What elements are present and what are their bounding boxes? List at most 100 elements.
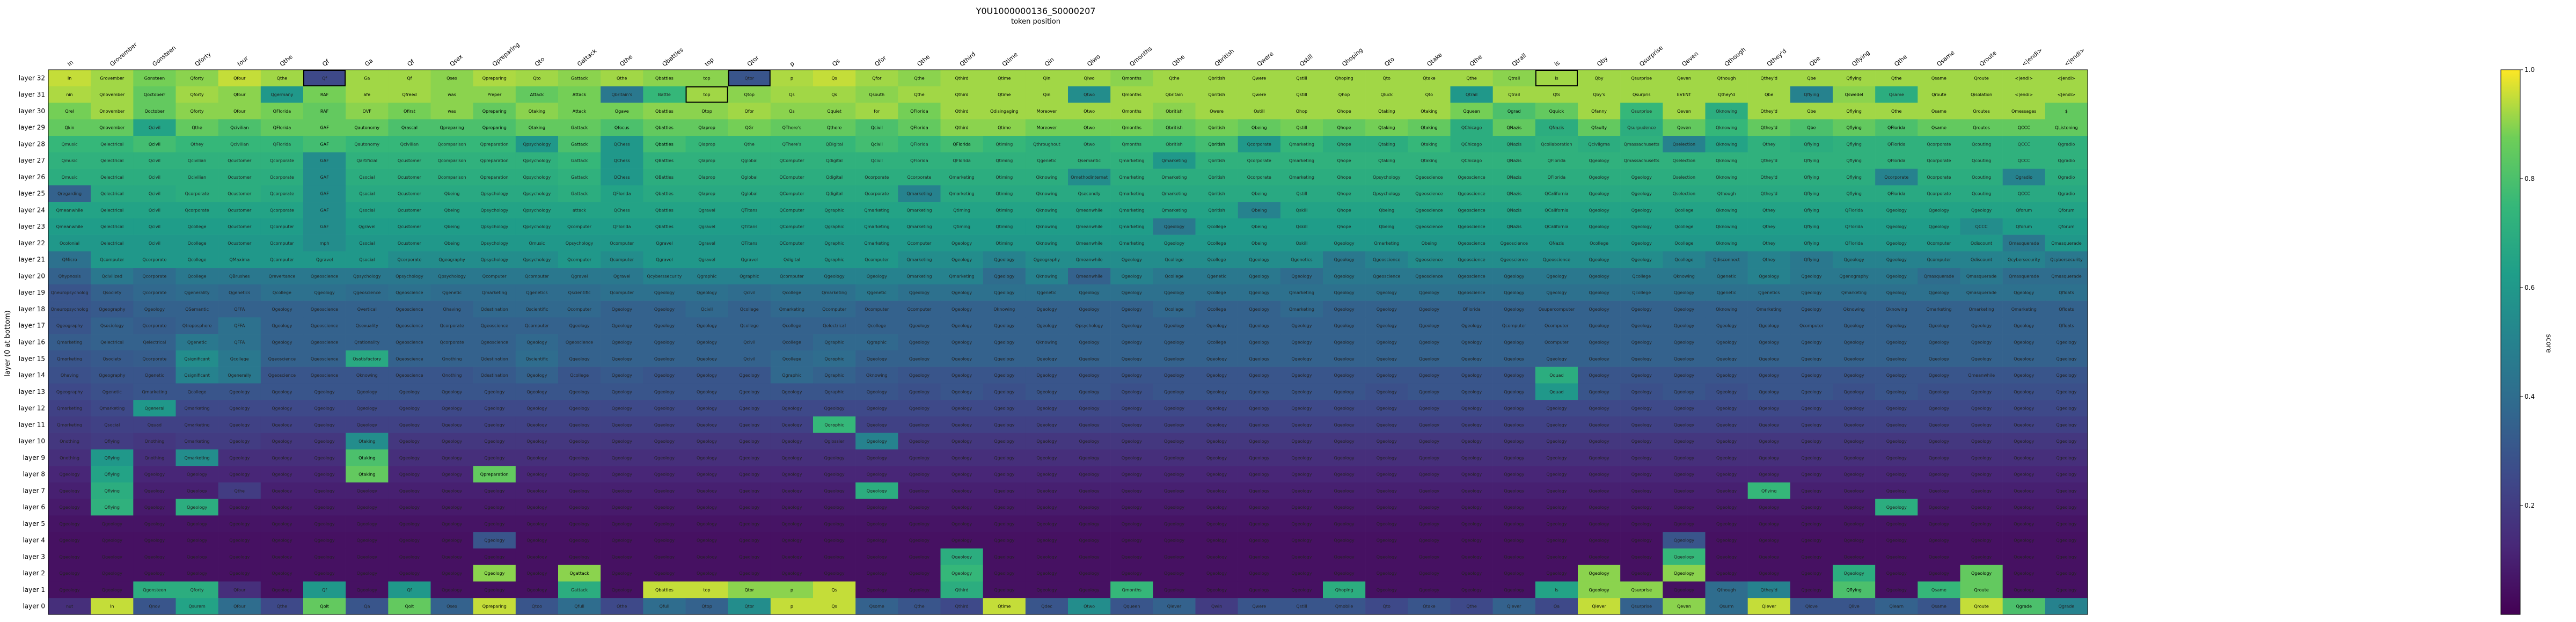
cell-label: Qgeology [1801,439,1821,444]
y-tick-label: layer 15 [19,355,45,362]
cell-label: Qtime [998,76,1011,81]
heatmap-cell [728,103,771,120]
cell-label: Qgeology [867,406,887,411]
cell-label: Qf [407,76,412,81]
cell-label: Qgeology [1929,208,1949,213]
cell-label: Qmarketing [906,192,932,196]
heatmap-cell [1450,284,1493,301]
cell-label: Qgeology [1164,390,1184,394]
cell-label: Qscientific [525,356,548,361]
cell-label: Qto [1425,92,1433,97]
heatmap-cell [1790,103,1833,120]
cell-label: Qgravel [741,258,758,262]
cell-label: Qmarketing [906,224,932,229]
cell-label: Qgeology [1249,588,1269,592]
cell-label: Qgeoscience [396,340,423,345]
cell-label: Qgeology [60,538,80,543]
heatmap-cell [218,515,261,532]
cell-label: Qgeoscience [481,324,508,328]
cell-label: Gattack [571,126,588,130]
heatmap-cell [260,482,304,499]
cell-label: Qgeology [1377,554,1397,559]
cell-label: QDigital [825,142,843,147]
heatmap-cell [940,565,983,582]
heatmap-cell [1918,235,1960,252]
cell-label: Qgeology [1206,406,1227,411]
heatmap-cell [643,251,686,268]
cell-label: Qsouth [869,92,884,97]
cell-label: Qgeology [1291,456,1312,460]
heatmap-cell [685,532,728,549]
cell-label: QBrushes [229,274,250,279]
cell-label: Qgeology [1164,538,1184,543]
heatmap-cell [303,251,346,268]
cell-label: Qcouting [1972,192,1991,196]
cell-label: Qsupercomputer [1539,307,1575,312]
cell-label: Qgeology [1929,456,1949,460]
cell-label: Qgeology [272,439,292,444]
cell-label: Gattack [571,588,588,592]
cell-label: QNazis [1506,126,1521,130]
cell-label: Qgeology [1844,456,1864,460]
cell-label: Qgermany [270,92,293,97]
heatmap-cell [1238,103,1281,120]
heatmap-cell [346,581,389,598]
cell-label: Qgeoscience [268,356,296,361]
heatmap-cell [558,350,601,367]
heatmap-cell [1535,383,1578,400]
cell-label: is [1555,76,1558,81]
heatmap-cell [940,268,983,285]
heatmap-cell [685,301,728,318]
heatmap-cell [175,565,218,582]
heatmap-cell [1918,598,1960,615]
heatmap-cell [1153,251,1196,268]
cell-label: Qs [831,588,837,592]
cell-label: Qmonths [1122,109,1141,114]
heatmap-cell [175,202,218,219]
heatmap-cell [813,350,856,367]
cell-label: Qcomputer [567,224,592,229]
cell-label: <|endi> [2015,92,2033,97]
heatmap-cell [1365,136,1408,153]
heatmap-cell [218,284,261,301]
cell-label: Qgeology [569,488,590,493]
cell-label: Qgravel [358,224,375,229]
heatmap-cell [1747,119,1791,136]
cell-label: Qrevertance [269,274,296,279]
heatmap-cell [855,433,898,450]
heatmap-cell [1238,301,1281,318]
cell-label: Qmasquerade [2051,274,2082,279]
heatmap-cell [1790,202,1833,219]
cell-label: Qgeology [1929,571,1949,576]
heatmap-cell [2045,334,2088,351]
heatmap-cell [515,185,559,202]
cell-label: Qgeology [1504,439,1524,444]
cell-label: Qgeology [1036,522,1057,526]
cell-label: Qgeology [697,538,717,543]
heatmap-cell [430,185,473,202]
cell-label: Qgeology [1674,406,1694,411]
cell-label: Qgraphic [824,390,844,394]
cell-label: Qgeology [144,522,165,526]
heatmap-cell [813,581,856,598]
cell-label: Qstill [1296,92,1307,97]
heatmap-cell [601,119,643,136]
heatmap-cell [1110,103,1153,120]
cell-label: In [110,604,114,609]
heatmap-cell [388,334,431,351]
cell-label: Qgeology [1164,290,1184,295]
heatmap-cell [1578,565,1621,582]
heatmap-cell [855,301,898,318]
cell-label: Qmassachusetts [1624,142,1659,147]
cell-label: Qgeology [1164,373,1184,378]
cell-label: Qmarketing [1757,307,1782,312]
cell-label: QFlorida [1845,224,1863,229]
heatmap-cell [983,515,1026,532]
heatmap-cell [1153,152,1196,169]
heatmap-cell [218,400,261,417]
heatmap-cell [260,383,304,400]
cell-label: Qgeography [56,324,83,328]
cell-label: Qgeology [697,439,717,444]
heatmap-cell [1620,334,1663,351]
cell-label: Qgeology [1504,390,1524,394]
